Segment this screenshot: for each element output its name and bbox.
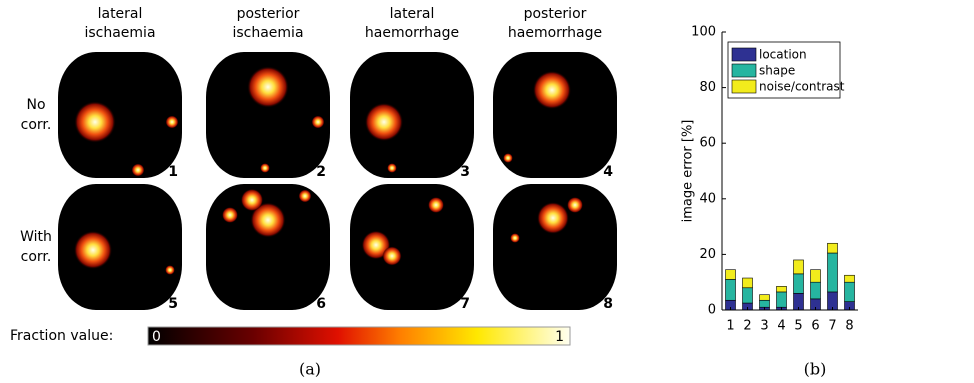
legend-swatch [732,80,756,93]
hot-spot [132,164,145,177]
bar-segment [811,282,821,299]
legend-label: shape [759,64,795,78]
hot-spot [260,163,270,173]
bar-segment [828,253,838,292]
bar-segment [811,270,821,283]
bar-segment [828,243,838,253]
column-header: lateral [390,6,435,22]
bar-segment [726,279,736,300]
bar-segment [743,278,753,288]
x-tick-label: 4 [777,319,785,334]
x-tick-label: 6 [811,319,819,334]
row-label: No [26,97,45,113]
hot-spot [299,190,312,203]
hot-spot [222,207,238,223]
column-header: ischaemia [232,25,303,41]
hot-spot [165,265,175,275]
hot-spot [537,202,569,234]
hot-spot [312,116,325,129]
colorbar-label: Fraction value: [10,328,113,344]
row-label: corr. [21,249,52,265]
x-tick-label: 2 [743,319,751,334]
image-number: 8 [603,296,613,312]
hot-spot [74,101,116,143]
image-number: 7 [460,296,470,312]
colorbar-min: 0 [152,329,161,345]
y-axis-label: image error [%] [681,120,696,223]
row-label: With [20,229,52,245]
x-tick-label: 7 [828,319,836,334]
y-tick-label: 100 [691,25,716,40]
hot-spot [382,246,401,265]
image-number: 2 [316,164,326,180]
colorbar-max: 1 [555,329,564,345]
caption: (a) [299,360,321,379]
panel-a: lateral ischaemia posterior ischaemia latera… [10,6,617,379]
image-number: 6 [316,296,326,312]
legend-label: location [759,48,807,62]
hot-spot [247,66,289,108]
y-tick-label: 20 [699,247,716,262]
image-number: 1 [168,164,178,180]
hot-spot [428,197,444,213]
bar-segment [743,288,753,303]
image-number: 4 [603,164,613,180]
legend-swatch [732,48,756,61]
bar-segment [777,292,787,307]
x-tick-label: 8 [845,319,853,334]
row-label: corr. [21,117,52,133]
bar-segment [760,300,770,307]
y-tick-label: 0 [708,303,716,318]
hot-spot [74,231,112,269]
hot-spot [510,233,520,243]
hot-spot [166,116,179,129]
hot-spot [567,197,583,213]
column-header: haemorrhage [508,25,602,41]
hot-spot [533,71,571,109]
hot-spot [503,153,513,163]
y-tick-label: 80 [699,80,716,95]
y-tick-label: 40 [699,191,716,206]
x-tick-label: 1 [726,319,734,334]
figure: lateral ischaemia posterior ischaemia latera… [0,0,974,383]
column-header: posterior [524,6,587,22]
hot-spot [241,189,263,211]
bar-segment [794,274,804,293]
bar-segment [726,270,736,280]
bar-segment [777,286,787,292]
bar-segment [794,260,804,274]
bar-segment [845,275,855,282]
column-header: haemorrhage [365,25,459,41]
image-number: 5 [168,296,178,312]
x-tick-label: 3 [760,319,768,334]
bar-segment [845,282,855,301]
hot-spot [365,103,403,141]
column-header: lateral [98,6,143,22]
bar-segment [760,295,770,301]
legend-swatch [732,64,756,77]
x-tick-label: 5 [794,319,802,334]
column-header: posterior [237,6,300,22]
hot-spot [387,163,397,173]
colorbar [148,327,570,345]
caption: (b) [804,360,827,379]
y-tick-label: 60 [699,136,716,151]
column-header: ischaemia [84,25,155,41]
legend-label: noise/contrast [759,80,845,94]
image-number: 3 [460,164,470,180]
